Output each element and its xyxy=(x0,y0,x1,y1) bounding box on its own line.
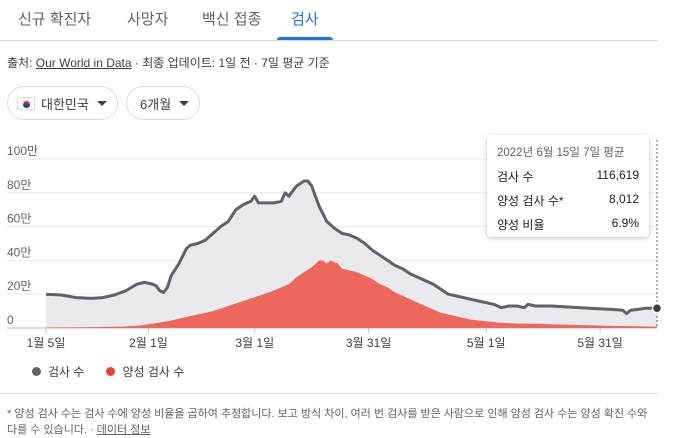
active-tab-indicator xyxy=(277,37,333,40)
dropdown-caret-icon xyxy=(179,100,190,106)
legend-item-tests: 검사 수 xyxy=(32,363,84,380)
legend-label: 양성 검사 수 xyxy=(122,365,185,379)
hover-point[interactable] xyxy=(651,302,663,314)
y-tick-label: 100만 xyxy=(7,144,38,158)
tooltip-value: 116,619 xyxy=(596,168,640,182)
testing-chart[interactable]: 0 20만 40만 60만 80만 100만 1월 5일 2월 1일 3월 1일 3월 31일 5… xyxy=(0,140,679,355)
tab-bar: 신규 확진자 사망자 백신 접종 검사 xyxy=(0,0,658,41)
positive-tests-area xyxy=(46,260,657,328)
x-tick-label: 3월 31일 xyxy=(346,336,391,350)
source-link[interactable]: Our World in Data xyxy=(35,56,132,70)
tooltip-row-rate: 양성 비율 6.9% xyxy=(497,216,639,233)
tab-testing[interactable]: 검사 xyxy=(291,11,319,28)
x-tick-label: 1월 5일 xyxy=(27,336,66,350)
chart-legend: 검사 수 양성 검사 수 xyxy=(32,363,206,380)
tooltip-row-tests: 검사 수 116,619 xyxy=(497,168,639,185)
tooltip-label: 양성 검사 수* xyxy=(497,194,564,208)
period-dropdown[interactable]: 6개월 xyxy=(126,86,200,120)
divider xyxy=(0,393,658,394)
tab-new-cases[interactable]: 신규 확진자 xyxy=(18,11,92,28)
tooltip-row-positive: 양성 검사 수* 8,012 xyxy=(497,192,639,209)
chart-tooltip: 2022년 6월 15일 7일 평균 검사 수 116,619 양성 검사 수*… xyxy=(487,135,649,237)
tab-deaths[interactable]: 사망자 xyxy=(127,11,169,28)
y-tick-label: 20만 xyxy=(7,279,31,293)
legend-dot-icon xyxy=(32,367,41,376)
data-info-link[interactable]: 데이터 정보 xyxy=(96,424,151,436)
tooltip-value: 8,012 xyxy=(608,192,639,206)
dropdown-caret-icon xyxy=(96,100,107,106)
source-prefix: 출처: xyxy=(7,56,36,70)
region-dropdown[interactable]: 대한민국 xyxy=(7,86,118,120)
y-tick-label: 0 xyxy=(7,313,14,327)
x-axis-labels: 1월 5일 2월 1일 3월 1일 3월 31일 5월 1일 5월 31일 xyxy=(27,328,623,350)
tooltip-label: 양성 비율 xyxy=(497,218,545,232)
korea-flag-icon xyxy=(17,96,35,110)
x-tick-label: 5월 31일 xyxy=(577,336,622,350)
tooltip-date: 2022년 6월 15일 7일 평균 xyxy=(497,147,625,159)
legend-item-positive: 양성 검사 수 xyxy=(106,363,184,380)
footnote: * 양성 검사 수는 검사 수에 양성 비율을 곱하여 추정합니다. 보고 방식… xyxy=(7,406,657,438)
tests-area xyxy=(46,181,657,328)
source-line: 출처: Our World in Data · 최종 업데이트: 1일 전 · … xyxy=(7,54,330,71)
tooltip-value: 6.9% xyxy=(611,216,639,230)
y-axis-labels: 0 20만 40만 60만 80만 100만 xyxy=(7,144,38,327)
x-tick-label: 5월 1일 xyxy=(467,336,506,350)
tab-vaccination[interactable]: 백신 접종 xyxy=(202,11,262,28)
tooltip-label: 검사 수 xyxy=(497,170,534,184)
x-tick-label: 3월 1일 xyxy=(235,336,274,350)
tests-line xyxy=(45,179,657,316)
legend-label: 검사 수 xyxy=(48,365,85,379)
period-label: 6개월 xyxy=(140,96,172,112)
y-tick-label: 60만 xyxy=(7,212,31,226)
update-info: · 최종 업데이트: 1일 전 · 7일 평균 기준 xyxy=(131,56,330,70)
region-label: 대한민국 xyxy=(41,96,89,112)
legend-dot-icon xyxy=(106,367,116,376)
y-tick-label: 40만 xyxy=(7,245,31,259)
y-tick-label: 80만 xyxy=(7,178,31,192)
x-tick-label: 2월 1일 xyxy=(129,336,168,350)
